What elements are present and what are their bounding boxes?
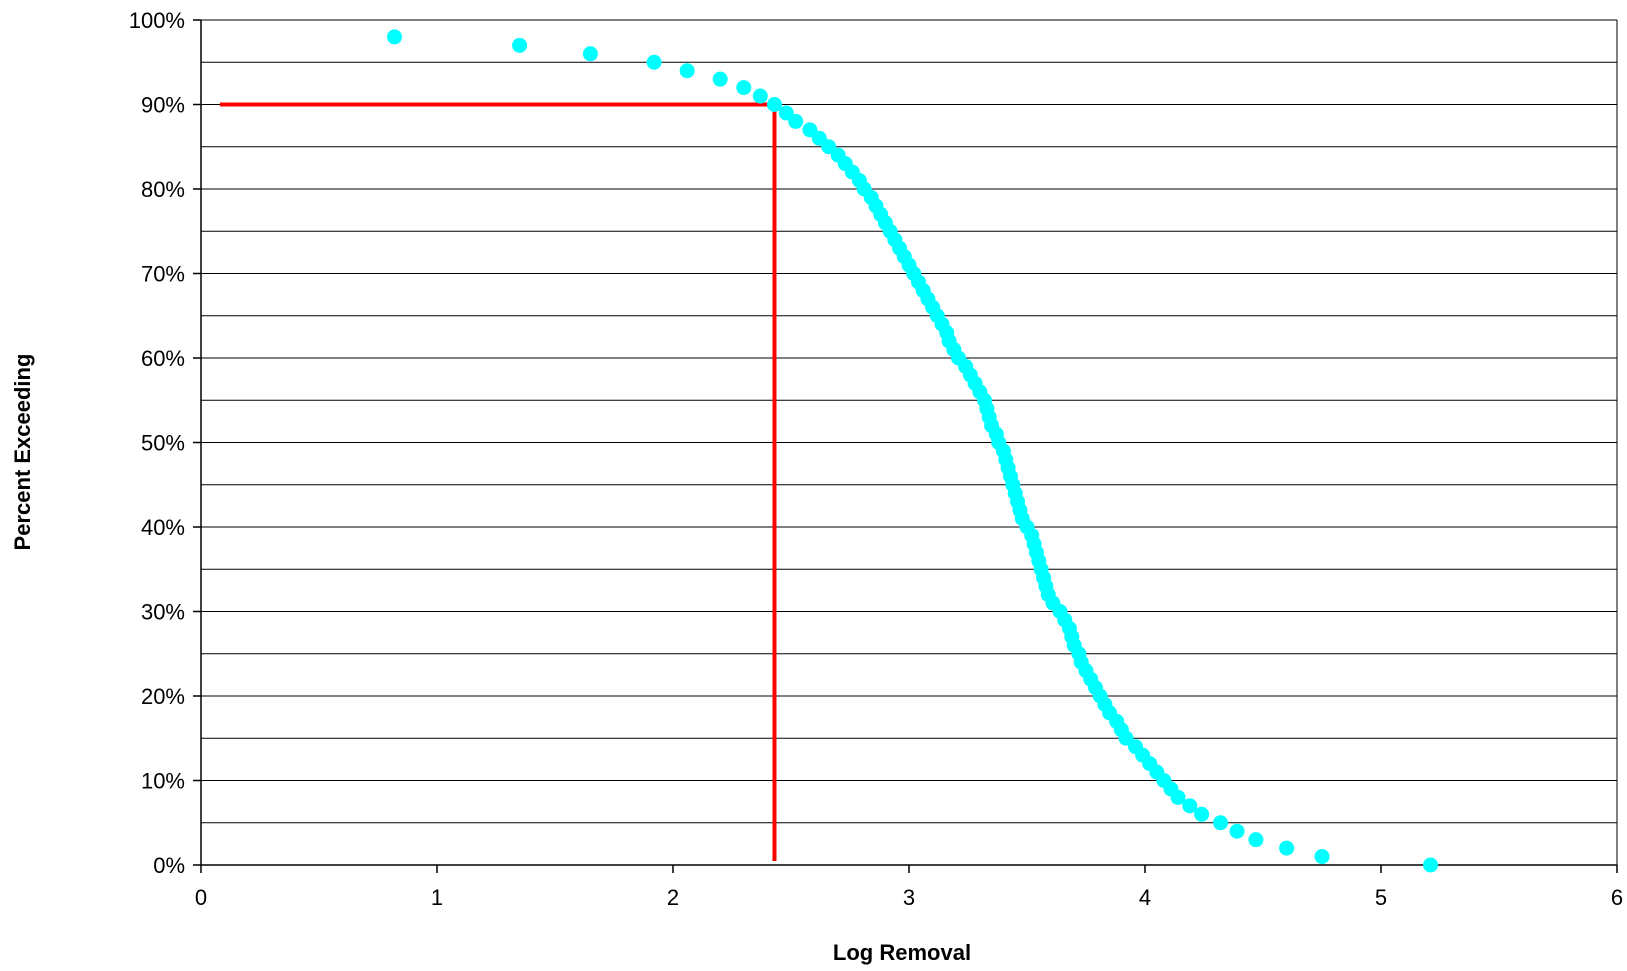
y-axis-label: Percent Exceeding <box>10 354 35 551</box>
data-point <box>1314 849 1330 865</box>
data-point <box>1248 832 1264 848</box>
data-point <box>679 63 695 79</box>
x-tick-label: 6 <box>1611 885 1623 910</box>
data-point <box>1213 815 1229 831</box>
y-tick-label: 90% <box>141 93 185 118</box>
y-tick-label: 100% <box>129 8 185 33</box>
x-tick-label: 4 <box>1139 885 1151 910</box>
data-point <box>712 71 728 87</box>
data-point <box>582 46 598 62</box>
x-tick-labels: 0 1 2 3 4 5 6 <box>195 885 1623 910</box>
data-points <box>387 29 1439 873</box>
data-point <box>387 29 403 45</box>
x-tick-label: 1 <box>431 885 443 910</box>
data-point <box>646 54 662 70</box>
data-point <box>1182 798 1198 814</box>
data-point <box>1170 789 1186 805</box>
x-axis-label: Log Removal <box>833 940 971 965</box>
y-tick-label: 60% <box>141 346 185 371</box>
x-tick-label: 5 <box>1375 885 1387 910</box>
y-tick-label: 10% <box>141 769 185 794</box>
data-point <box>752 88 768 104</box>
x-tick-label: 2 <box>667 885 679 910</box>
x-tick-label: 0 <box>195 885 207 910</box>
y-tick-label: 20% <box>141 684 185 709</box>
data-point <box>1279 840 1295 856</box>
y-tick-label: 40% <box>141 515 185 540</box>
data-point <box>1194 806 1210 822</box>
data-point <box>1423 857 1439 873</box>
y-tick-label: 30% <box>141 600 185 625</box>
grid-lines <box>201 19 1617 824</box>
y-tick-label: 80% <box>141 177 185 202</box>
data-point <box>788 113 804 129</box>
data-point <box>766 97 782 112</box>
data-point <box>1229 823 1245 839</box>
axes <box>193 19 1618 873</box>
data-point <box>512 37 528 53</box>
y-tick-label: 70% <box>141 262 185 287</box>
data-point <box>736 80 752 96</box>
y-tick-labels: 0% 10% 20% 30% 40% 50% 60% 70% 80% 90% 100% <box>129 8 185 878</box>
reference-line <box>219 102 777 861</box>
y-tick-label: 0% <box>153 853 185 878</box>
x-tick-label: 3 <box>903 885 915 910</box>
y-tick-label: 50% <box>141 431 185 456</box>
